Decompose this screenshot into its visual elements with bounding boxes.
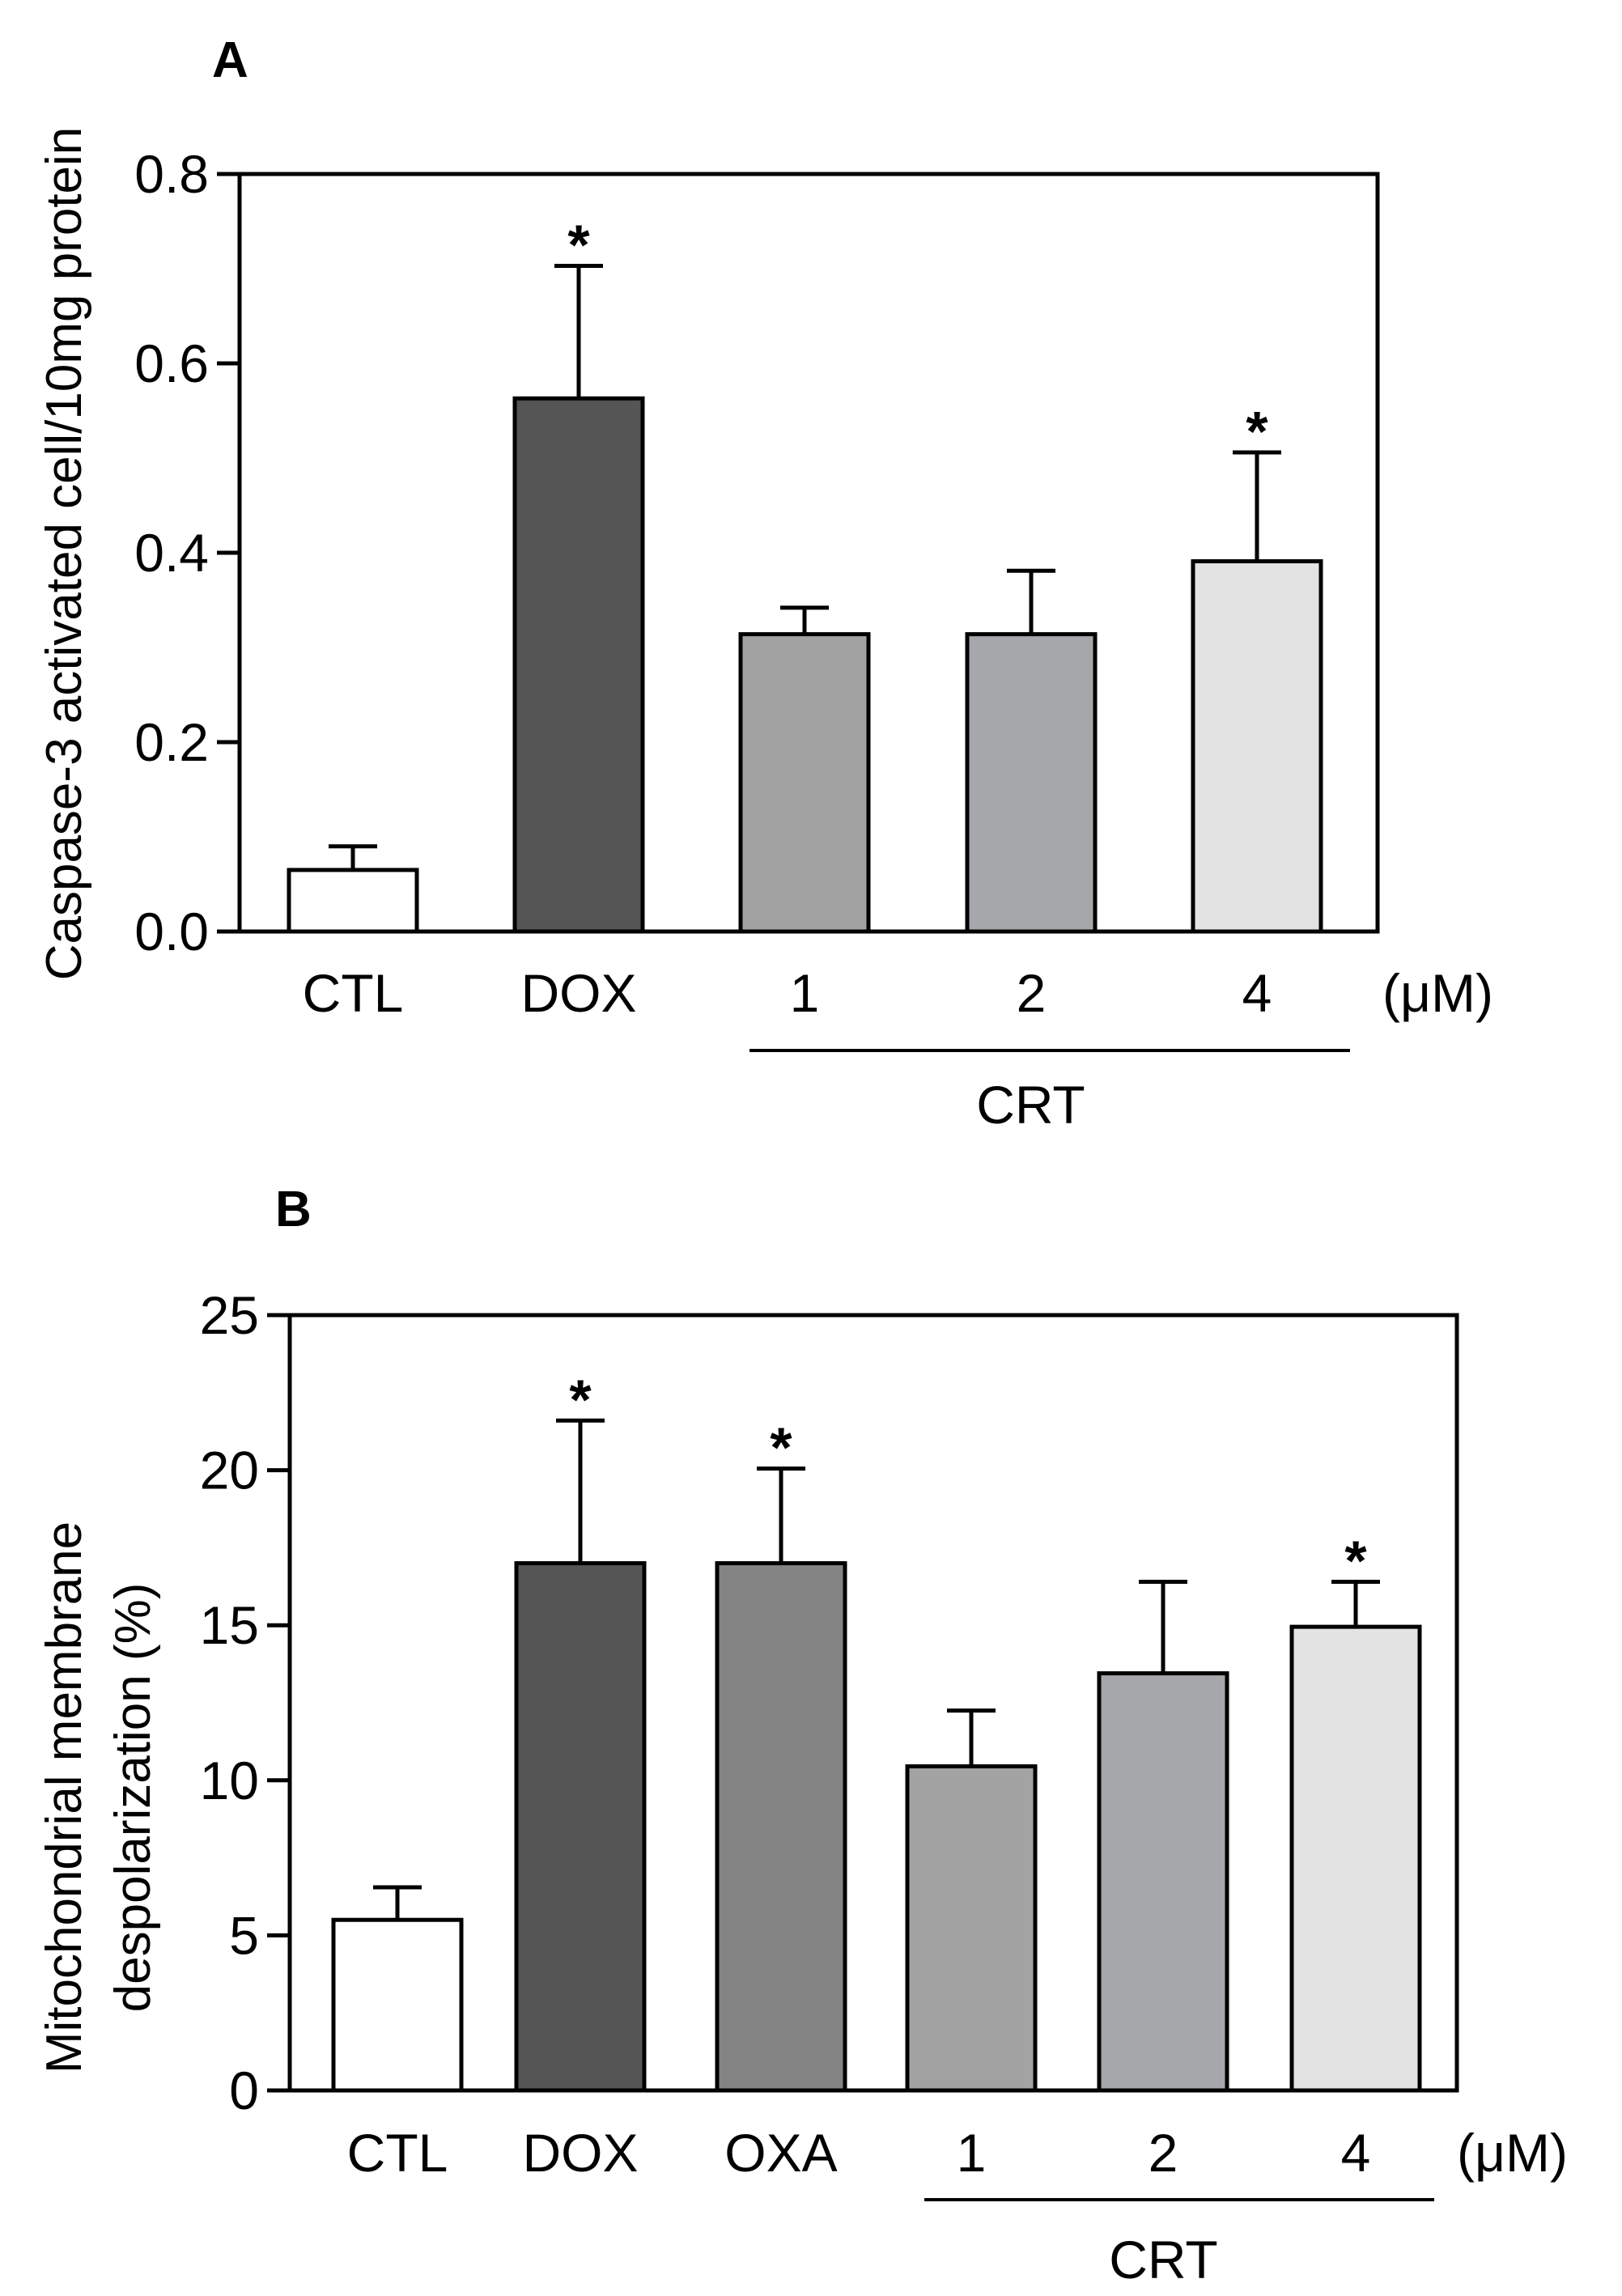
panel-b-significance-star: * bbox=[569, 1368, 592, 1431]
panel-a-y-tick-label: 0.6 bbox=[134, 333, 209, 393]
panel-b-y-tick-label: 20 bbox=[200, 1441, 259, 1500]
panel-b-significance-star: * bbox=[1344, 1530, 1367, 1593]
panel-b: B Mitochondrial membrane despolarization… bbox=[36, 1182, 1568, 2290]
panel-a-group-label: CRT bbox=[976, 1075, 1085, 1135]
panel-b-category-label: OXA bbox=[724, 2123, 837, 2183]
panel-a-category-label: 4 bbox=[1242, 963, 1272, 1023]
panel-a-significance-star: * bbox=[567, 213, 590, 276]
panel-b-significance-star: * bbox=[770, 1416, 792, 1479]
panel-a-bar-4 bbox=[1191, 559, 1323, 934]
panel-b-y-axis-title-line-2: despolarization (%) bbox=[105, 1583, 161, 2013]
panel-b-category-label: 2 bbox=[1149, 2123, 1178, 2183]
panel-a-unit-label: (μM) bbox=[1382, 963, 1493, 1023]
panel-a-category-label: DOX bbox=[520, 963, 636, 1023]
panel-a-bar-2 bbox=[965, 632, 1098, 934]
panel-b-bar-1 bbox=[905, 1764, 1038, 2093]
panel-b-plot-frame bbox=[287, 1313, 1459, 2093]
panel-a-y-tick-label: 0.8 bbox=[134, 144, 209, 204]
panel-b-category-label: DOX bbox=[522, 2123, 638, 2183]
panel-b-unit-label: (μM) bbox=[1457, 2123, 1568, 2183]
panel-b-marks: 0 5 10 15 20 25 CTL * DOX * OXA 1 2 * 4 (μM) CRT bbox=[200, 1285, 1568, 2290]
panel-b-group-label: CRT bbox=[1109, 2230, 1217, 2290]
panel-b-y-tick-label: 0 bbox=[229, 2060, 259, 2120]
panel-b-y-tick-label: 15 bbox=[200, 1595, 259, 1655]
panel-a-y-tick-label: 0.2 bbox=[134, 712, 209, 772]
panel-b-category-label: 1 bbox=[957, 2123, 987, 2183]
panel-a-category-label: 1 bbox=[790, 963, 820, 1023]
panel-a-category-label: 2 bbox=[1017, 963, 1047, 1023]
panel-b-bar-ctl bbox=[331, 1917, 464, 2093]
panel-b-bar-4 bbox=[1289, 1624, 1422, 2093]
panel-a-bar-ctl bbox=[287, 868, 419, 934]
panel-a-bar-dox bbox=[512, 396, 645, 934]
panel-b-category-label: CTL bbox=[347, 2123, 448, 2183]
panel-b-label: B bbox=[275, 1182, 312, 1237]
panel-b-bar-dox bbox=[514, 1561, 647, 2093]
panel-a-y-tick-label: 0.4 bbox=[134, 523, 209, 583]
panel-a-y-axis-title: Caspase-3 activated cell/10mg protein bbox=[36, 127, 92, 981]
panel-b-category-label: 4 bbox=[1341, 2123, 1371, 2183]
panel-a-significance-star: * bbox=[1246, 400, 1268, 463]
panel-b-bar-2 bbox=[1097, 1671, 1229, 2093]
panel-b-y-tick-label: 10 bbox=[200, 1751, 259, 1810]
panel-a-label: A bbox=[212, 32, 248, 88]
panel-b-bar-oxa bbox=[715, 1561, 847, 2093]
panel-a-y-tick-label: 0.0 bbox=[134, 902, 209, 961]
panel-a: A Caspase-3 activated cell/10mg protein … bbox=[36, 32, 1493, 1135]
panel-a-marks: 0.0 0.2 0.4 0.6 0.8 CTL * DOX 1 2 * 4 (μM) CRT bbox=[134, 144, 1493, 1135]
panel-b-y-tick-label: 25 bbox=[200, 1285, 259, 1345]
panel-b-y-tick-label: 5 bbox=[229, 1905, 259, 1965]
panel-a-category-label: CTL bbox=[303, 963, 404, 1023]
panel-a-bar-1 bbox=[738, 632, 871, 934]
panel-b-y-axis-title-line-1: Mitochondrial membrane bbox=[36, 1521, 92, 2073]
